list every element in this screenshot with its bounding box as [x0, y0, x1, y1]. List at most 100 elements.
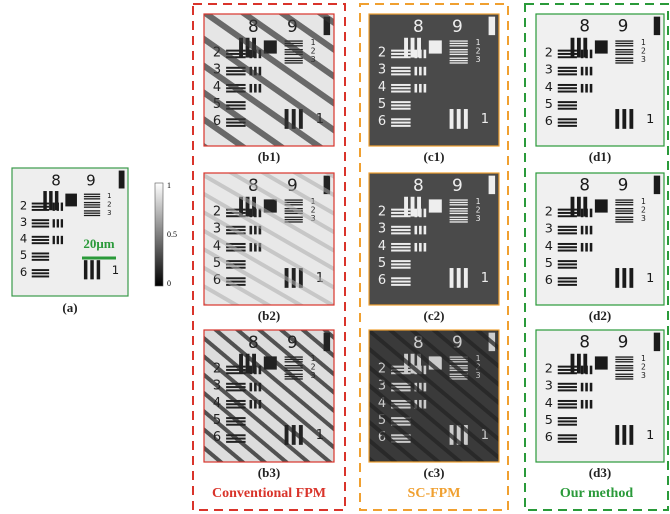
target-label: 8 — [579, 333, 590, 352]
bar — [415, 67, 418, 76]
bar — [585, 400, 588, 409]
bar — [84, 194, 100, 195]
bar — [585, 209, 588, 218]
target-label: 2 — [545, 45, 553, 60]
bar — [558, 87, 577, 89]
bar — [615, 62, 633, 63]
bar — [415, 84, 418, 93]
target-label: 8 — [413, 175, 424, 195]
target-label: 3 — [378, 63, 386, 78]
bar — [615, 54, 633, 55]
bar — [558, 91, 577, 93]
bar — [57, 203, 59, 211]
target-label: 6 — [378, 114, 386, 129]
bar — [558, 441, 577, 443]
bar — [615, 268, 619, 288]
bar — [615, 367, 633, 368]
bar — [391, 277, 411, 279]
bar — [391, 212, 411, 214]
bar — [450, 49, 468, 50]
bar — [558, 215, 577, 217]
target-label: 5 — [378, 256, 386, 271]
bar — [558, 250, 577, 252]
colorbar-tick: 1 — [167, 181, 171, 190]
target-label: 6 — [545, 273, 553, 288]
bar — [415, 209, 418, 218]
target-label: 9 — [452, 175, 463, 195]
panel-label: (b2) — [258, 308, 280, 323]
bar — [558, 246, 577, 248]
bar — [391, 263, 411, 265]
target-label: 8 — [579, 176, 590, 195]
square — [429, 199, 442, 212]
bar — [84, 210, 100, 211]
bar — [424, 67, 427, 76]
target-label: 2 — [378, 45, 386, 60]
bar — [558, 209, 577, 211]
bar — [415, 226, 418, 235]
bar — [391, 53, 411, 55]
bar — [97, 260, 100, 279]
target-label: 3 — [107, 209, 111, 217]
target-label: 4 — [378, 80, 386, 95]
bar — [615, 210, 633, 211]
bar — [629, 268, 633, 288]
bar — [32, 219, 49, 221]
bar — [615, 370, 633, 371]
bar — [585, 226, 588, 235]
group-title: SC-FPM — [408, 486, 461, 501]
bar — [558, 118, 577, 120]
bar — [391, 91, 411, 93]
bar — [391, 73, 411, 75]
bar — [558, 108, 577, 110]
bar — [450, 62, 468, 63]
bar — [411, 38, 415, 58]
bar — [391, 125, 411, 127]
corner-mark — [489, 17, 496, 35]
target-image: 89123234561 — [204, 14, 334, 146]
colorbar-tick: 0 — [167, 279, 171, 288]
bar — [558, 212, 577, 214]
bar — [391, 50, 411, 52]
bar — [558, 386, 577, 388]
bar — [424, 84, 427, 93]
bar — [558, 56, 577, 58]
bar — [615, 376, 633, 377]
bar — [590, 209, 593, 218]
bar — [61, 236, 63, 244]
panel-label: (a) — [62, 300, 77, 315]
bar — [32, 272, 49, 274]
bar — [464, 268, 468, 288]
bar — [558, 438, 577, 440]
bar — [32, 239, 49, 241]
bar — [450, 54, 468, 55]
bar — [391, 209, 411, 211]
bar — [450, 51, 468, 52]
corner-mark — [654, 176, 660, 194]
target-image: 89123234561 — [369, 14, 499, 146]
bar — [391, 108, 411, 110]
target-image: 89123234561 — [204, 330, 334, 462]
bar — [411, 197, 415, 217]
bar — [84, 213, 100, 214]
bar — [450, 219, 468, 220]
bar — [415, 50, 418, 59]
bar — [615, 365, 633, 366]
bar — [32, 209, 49, 211]
bar — [615, 213, 633, 214]
target-label: 3 — [641, 55, 646, 64]
bar — [585, 366, 588, 375]
bar — [558, 263, 577, 265]
target-label: 1 — [481, 112, 489, 127]
bar — [558, 53, 577, 55]
bar — [419, 84, 422, 93]
bar — [581, 400, 584, 409]
bar — [558, 67, 577, 69]
bar — [590, 226, 593, 235]
bar — [558, 50, 577, 52]
bar — [391, 232, 411, 234]
target-label: 6 — [545, 114, 553, 129]
bar — [391, 56, 411, 58]
bar — [53, 236, 55, 244]
target-label: 3 — [476, 214, 481, 223]
